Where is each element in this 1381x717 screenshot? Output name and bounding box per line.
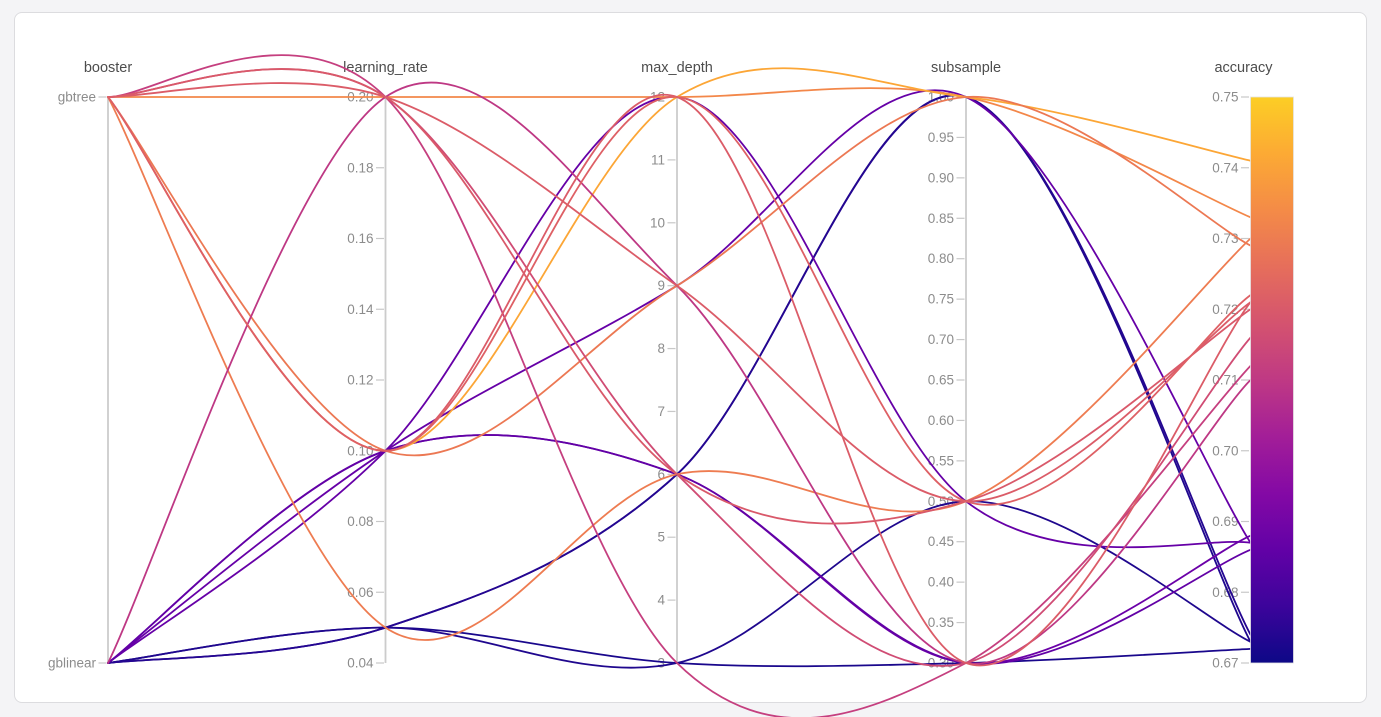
tick-label-subsample: 0.95	[928, 130, 954, 145]
trial-line-5	[107, 89, 1252, 664]
tick-label-subsample: 0.50	[928, 494, 954, 509]
plot-card	[14, 12, 1367, 703]
tick-label-learning_rate: 0.06	[347, 585, 373, 600]
axis-title-subsample: subsample	[931, 60, 1001, 76]
tick-label-learning_rate: 0.18	[347, 160, 373, 175]
trial-line-2	[107, 94, 1252, 664]
tick-label-learning_rate: 0.16	[347, 231, 373, 246]
trial-line-11	[107, 96, 1252, 641]
tick-label-subsample: 0.75	[928, 292, 954, 307]
accuracy-colorbar	[1250, 96, 1294, 664]
tick-label-max_depth: 6	[657, 467, 665, 482]
tick-label-subsample: 0.35	[928, 615, 954, 630]
tick-label-max_depth: 5	[657, 530, 665, 545]
tick-label-accuracy: 0.67	[1212, 656, 1238, 671]
tick-label-max_depth: 3	[657, 656, 665, 671]
tick-label-learning_rate: 0.14	[347, 302, 374, 317]
tick-label-subsample: 0.65	[928, 373, 954, 388]
tick-label-learning_rate: 0.08	[347, 514, 373, 529]
trial-line-9	[107, 67, 1252, 452]
tick-label-learning_rate: 0.04	[347, 656, 374, 671]
tick-label-accuracy: 0.70	[1212, 443, 1238, 458]
axis-title-accuracy: accuracy	[1214, 60, 1273, 76]
tick-label-subsample: 0.85	[928, 211, 954, 226]
tick-label-subsample: 0.90	[928, 170, 954, 185]
trial-line-13	[107, 54, 1252, 717]
tick-label-accuracy: 0.73	[1212, 231, 1238, 246]
tick-label-subsample: 0.40	[928, 575, 954, 590]
trial-line-7	[107, 434, 1252, 665]
trial-line-12	[107, 81, 1252, 665]
trial-line-17	[107, 93, 1252, 667]
trial-line-18	[107, 96, 1252, 506]
tick-label-accuracy: 0.69	[1212, 514, 1238, 529]
trial-line-0	[107, 626, 1252, 668]
axis-title-max_depth: max_depth	[641, 60, 713, 76]
tick-label-accuracy: 0.74	[1212, 160, 1239, 175]
tick-label-max_depth: 7	[657, 404, 665, 419]
tick-label-accuracy: 0.75	[1212, 90, 1238, 105]
tick-label-subsample: 0.80	[928, 251, 954, 266]
tick-label-accuracy: 0.71	[1212, 373, 1238, 388]
trial-line-6	[107, 434, 1252, 665]
tick-label-max_depth: 4	[657, 593, 665, 608]
axis-title-learning_rate: learning_rate	[343, 60, 428, 76]
tick-label-subsample: 0.45	[928, 534, 954, 549]
trial-line-4	[107, 96, 1252, 664]
tick-label-booster: gblinear	[48, 656, 97, 671]
tick-label-subsample: 0.55	[928, 453, 954, 468]
tick-label-max_depth: 9	[657, 278, 665, 293]
tick-label-max_depth: 11	[651, 152, 665, 167]
tick-label-booster: gbtree	[58, 90, 96, 105]
tick-label-subsample: 0.60	[928, 413, 954, 428]
axis-title-booster: booster	[84, 60, 133, 76]
trial-line-15	[107, 68, 1252, 525]
trial-line-3	[107, 94, 1252, 664]
trial-line-1	[107, 500, 1252, 669]
trial-line-10	[107, 96, 1252, 457]
tick-label-subsample: 0.70	[928, 332, 954, 347]
trial-line-16	[107, 82, 1252, 503]
tick-label-learning_rate: 0.12	[347, 373, 373, 388]
trial-line-8	[107, 87, 1252, 219]
tick-label-max_depth: 8	[657, 341, 665, 356]
trial-line-14	[107, 68, 1252, 667]
tick-label-max_depth: 10	[650, 215, 665, 230]
